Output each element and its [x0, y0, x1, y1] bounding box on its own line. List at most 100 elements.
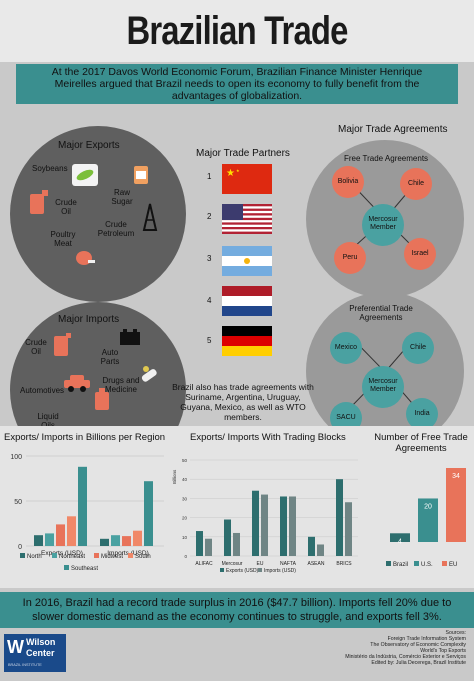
bar: [308, 536, 315, 556]
y-tick-label: 10: [182, 535, 188, 540]
legend-swatch: [258, 568, 262, 572]
bar: [336, 479, 343, 556]
usa-flag-icon: [222, 204, 272, 234]
legend-swatch: [128, 553, 133, 558]
battery-icon: [118, 328, 142, 346]
partner-rank-3: 3: [207, 254, 212, 263]
import-drugs-label: Drugs and Medicine: [102, 376, 140, 394]
x-tick-label: ALIFAC: [195, 561, 213, 567]
export-soybeans-label: Soybeans: [32, 164, 68, 173]
meat-icon: [74, 248, 96, 268]
logo-line1: Wilson: [26, 637, 56, 647]
import-auto-parts-label: Auto Parts: [100, 348, 120, 366]
bar: [45, 533, 54, 546]
y-axis-label: Billions: [172, 469, 177, 484]
pref-center-mercosur: Mercosur Member: [362, 366, 404, 408]
x-tick-label: BRICS: [336, 561, 352, 567]
legend-label: EU: [449, 562, 457, 568]
legend-label: North: [27, 554, 42, 560]
oil-barrel-icon: [52, 332, 72, 358]
source-line: Edited by: Julia Decerega, Brazil Instit…: [371, 660, 466, 666]
bar: [289, 496, 296, 556]
oil-pump-icon: [28, 188, 50, 216]
preferential-trade-title: Preferential Trade Agreements: [349, 304, 413, 322]
data-label: 20: [424, 503, 432, 510]
partner-rank-2: 2: [207, 212, 212, 221]
intro-banner: At the 2017 Davos World Economic Forum, …: [0, 62, 474, 106]
sources: Sources: Foreign Trade Information Syste…: [345, 630, 466, 666]
y-tick-label: 50: [182, 458, 188, 463]
car-icon: [62, 372, 92, 392]
footer-text: In 2016, Brazil had a record trade surpl…: [22, 597, 452, 623]
source-line: The Observatory of Economic Complexity: [370, 642, 466, 648]
logo-line3: BRAZIL INSTITUTE: [8, 663, 42, 667]
fta-chart-title: Number of Free Trade Agreements: [374, 432, 468, 454]
bar: [233, 532, 240, 556]
bar: [261, 494, 268, 556]
export-crude-oil-label: Crude Oil: [55, 198, 77, 216]
bar: [144, 481, 153, 546]
data-label: 34: [452, 473, 460, 480]
bar: [34, 535, 43, 546]
legend-swatch: [64, 565, 69, 570]
netherlands-flag-icon: [222, 286, 272, 316]
svg-text:★: ★: [226, 168, 235, 179]
bar: [252, 490, 259, 556]
free-center-mercosur: Mercosur Member: [362, 204, 404, 246]
export-raw-sugar-label: Raw Sugar: [111, 188, 133, 206]
footer: In 2016, Brazil had a record trade surpl…: [0, 588, 474, 681]
import-automotives-label: Automotives: [20, 386, 65, 395]
free-node-israel: Israel: [404, 238, 436, 270]
bar: [418, 498, 438, 542]
x-tick-label: NAFTA: [280, 561, 297, 567]
legend-label: Northeast: [59, 554, 85, 560]
sugar-icon: [132, 164, 150, 186]
legend-label: U.S.: [421, 562, 433, 568]
free-node-peru: Peru: [334, 242, 366, 274]
free-trade-title: Free Trade Agreements: [344, 154, 429, 163]
legend-swatch: [94, 553, 99, 558]
header: Brazilian Trade: [0, 0, 474, 62]
export-poultry-label: Poultry Meat: [50, 230, 76, 248]
pref-node-india: India: [406, 398, 438, 430]
exports-title: Major Exports: [58, 140, 120, 151]
wilson-center-logo: W Wilson Center BRAZIL INSTITUTE: [4, 634, 66, 672]
region-chart-title: Exports/ Imports in Billions per Region: [4, 432, 166, 443]
logo-line2: Center: [26, 648, 55, 658]
legend-label: Exports (USD): [226, 568, 259, 574]
import-liquid-oils-label: Liquid Oils: [37, 412, 59, 430]
legend-label: Midwest: [101, 554, 123, 560]
main-panel: Major Exports Soybeans Crude Oil Raw Sug…: [0, 106, 474, 478]
legend-label: Imports (USD): [264, 568, 296, 574]
intro-band: [16, 64, 458, 104]
source-line: World's Top Exports: [420, 648, 466, 654]
bar: [224, 519, 231, 556]
source-line: Ministério da Indústria, Comércio Exteri…: [345, 654, 466, 660]
source-line: Foreign Trade Information System: [387, 636, 466, 642]
partner-rank-5: 5: [207, 336, 212, 345]
china-flag-icon: ★ ★: [222, 164, 272, 194]
footer-band: In 2016, Brazil had a record trade surpl…: [0, 592, 474, 628]
bar: [446, 468, 466, 542]
page-title: Brazilian Trade: [126, 9, 348, 53]
bar: [196, 531, 203, 556]
free-node-bolivia: Bolivia: [332, 166, 364, 198]
intro-text: At the 2017 Davos World Economic Forum, …: [51, 66, 423, 102]
bar: [111, 535, 120, 546]
legend-swatch: [386, 561, 391, 566]
bar: [122, 536, 131, 546]
bar: [205, 538, 212, 556]
bar: [317, 544, 324, 556]
bar: [78, 466, 87, 546]
fta-chart: 4 Brazil 20 U.S. 34 EU: [386, 468, 466, 568]
agreements-note: Brazil also has trade agreements with Su…: [172, 382, 314, 422]
wilson-w-icon: W: [7, 637, 24, 657]
y-tick-label: 0: [18, 544, 22, 551]
blocks-chart: 50 40 30 20 10 0 Billions ALIFAC Mercosur EU NAFTA…: [172, 458, 358, 574]
y-tick-label: 0: [184, 554, 187, 559]
x-tick-label: Mercosur: [222, 561, 243, 567]
legend-swatch: [442, 561, 447, 566]
pref-node-mexico: Mexico: [330, 332, 362, 364]
legend-label: Southeast: [71, 566, 98, 572]
